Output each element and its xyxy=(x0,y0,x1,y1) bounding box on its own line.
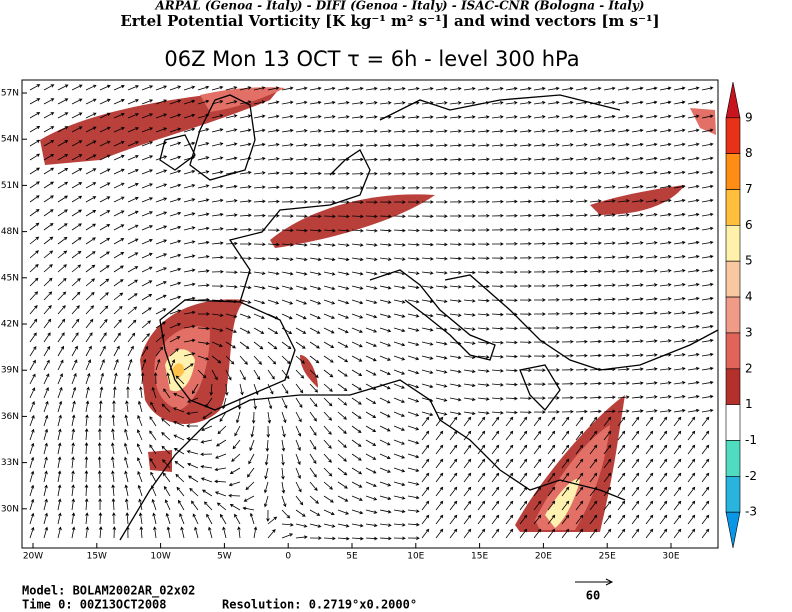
map xyxy=(21,79,719,549)
colorbar-bin xyxy=(725,117,741,154)
lon-label: 0 xyxy=(285,552,291,562)
lat-label: 54N xyxy=(1,135,19,145)
lat-label: 30N xyxy=(1,504,19,514)
lat-label: 57N xyxy=(1,89,19,99)
model: Model: BOLAM2002AR_02x02 xyxy=(22,584,195,599)
title: 06Z Mon 13 OCT τ = 6h - level 300 hPa xyxy=(164,47,579,71)
colorbar-bin xyxy=(725,511,741,549)
resolution: Resolution: 0.2719°x0.2000° xyxy=(222,598,417,612)
colorbar-bin xyxy=(725,440,741,477)
coastline xyxy=(369,269,496,361)
lat-label: 42N xyxy=(1,320,19,330)
colorbar-bin xyxy=(725,225,741,262)
colorbar-bin xyxy=(725,81,741,119)
colorbar-label: 7 xyxy=(745,182,753,196)
lon-label: 25E xyxy=(599,552,616,562)
lon-label: 20E xyxy=(535,552,552,562)
colorbar-label: 2 xyxy=(745,361,753,375)
colorbar-bin xyxy=(725,404,741,441)
wind-vectors xyxy=(29,84,714,541)
colorbar-label: 6 xyxy=(745,218,753,232)
coastline xyxy=(228,149,371,303)
lon-label: 15W xyxy=(87,552,107,562)
coastline xyxy=(189,94,256,181)
institutions: ARPAL (Genoa - Italy) - DIFI (Genoa - It… xyxy=(155,0,645,13)
coastline xyxy=(119,379,626,541)
pv-area xyxy=(270,194,435,248)
lat-label: 51N xyxy=(1,181,19,191)
coastline xyxy=(159,299,296,411)
colorbar-label: -3 xyxy=(745,505,757,519)
pv-area xyxy=(200,87,285,112)
colorbar-bin xyxy=(725,189,741,226)
lon-label: 10W xyxy=(150,552,170,562)
colorbar-bin xyxy=(725,332,741,370)
colorbar-label: 5 xyxy=(745,254,753,268)
lon-label: 30E xyxy=(662,552,679,562)
colorbar-label: 8 xyxy=(745,146,753,160)
coastlines xyxy=(119,94,719,541)
field-title: Ertel Potential Vorticity [K kg⁻¹ m² s⁻¹… xyxy=(120,12,659,30)
pv-area xyxy=(515,395,625,532)
lat-label: 48N xyxy=(1,227,19,237)
lon-label: 10E xyxy=(407,552,424,562)
reference-arrow xyxy=(575,578,614,586)
colorbar: 9 8 7 6 5 4 3 2 1 -1 -2 -3 xyxy=(725,81,757,549)
lat-label: 33N xyxy=(1,458,19,468)
lon-label: 5W xyxy=(217,552,232,562)
reference-vector: 60 xyxy=(586,589,600,603)
lon-labels: 20W 15W 10W 5W 0 5E 10E 15E 20E 25E 30E xyxy=(23,543,680,562)
colorbar-bin xyxy=(725,476,741,513)
map-frame xyxy=(21,79,719,549)
colorbar-bin xyxy=(725,153,741,190)
lon-label: 15E xyxy=(471,552,488,562)
coastline xyxy=(519,364,561,411)
colorbar-label: -1 xyxy=(745,433,757,447)
lon-label: 5E xyxy=(346,552,358,562)
coastline xyxy=(159,134,196,171)
colorbar-label: 1 xyxy=(745,397,753,411)
pv-area xyxy=(172,363,185,378)
lat-label: 36N xyxy=(1,412,19,422)
colorbar-label: 4 xyxy=(745,290,753,304)
colorbar-label: 9 xyxy=(745,110,753,124)
lat-labels: 57N 54N 51N 48N 45N 42N 39N 36N 33N 30N xyxy=(1,89,27,514)
lon-label: 20W xyxy=(23,552,43,562)
lat-label: 39N xyxy=(1,366,19,376)
pv-area xyxy=(590,185,685,215)
colorbar-label: 3 xyxy=(745,325,753,339)
init-time: Time 0: 00Z13OCT2008 xyxy=(22,598,167,612)
colorbar-bin xyxy=(725,368,741,405)
colorbar-bin xyxy=(725,296,741,334)
colorbar-label: -2 xyxy=(745,469,757,483)
colorbar-bin xyxy=(725,260,741,298)
lat-label: 45N xyxy=(1,273,19,283)
